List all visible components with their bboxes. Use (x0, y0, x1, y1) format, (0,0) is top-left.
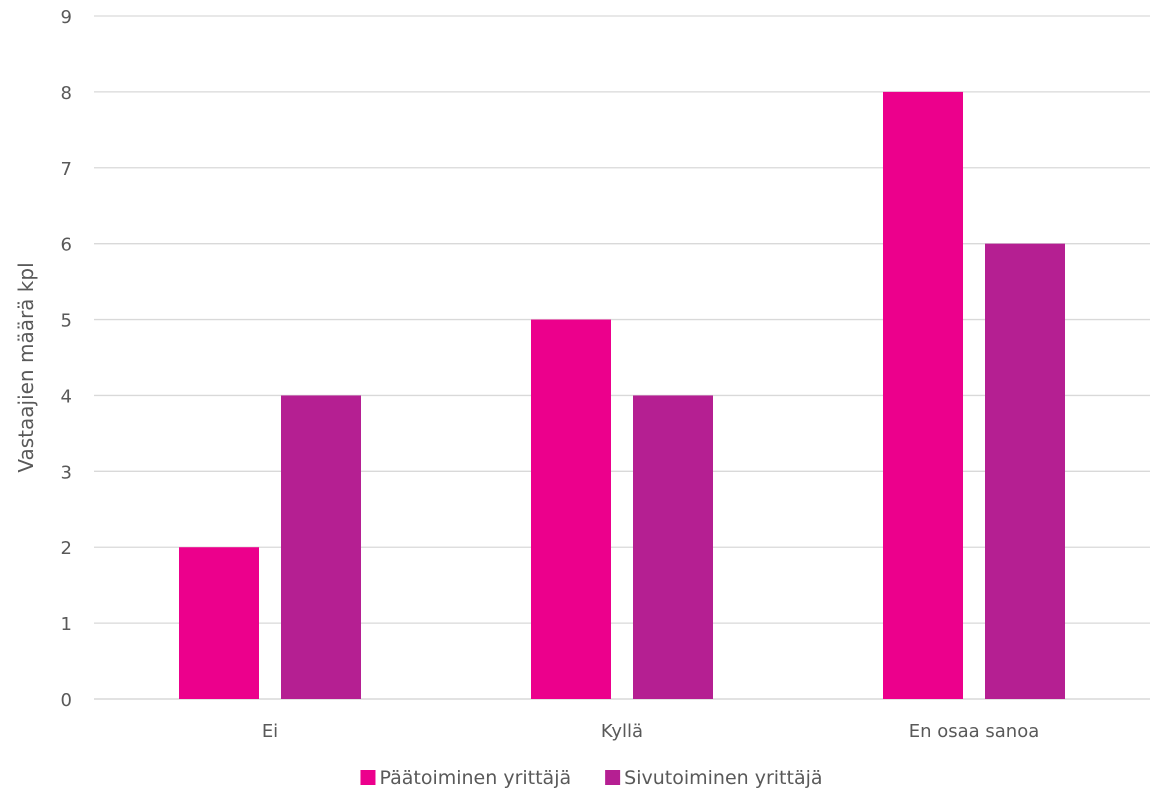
legend-swatch (360, 770, 376, 785)
y-axis-tick-labels: 0 1 2 3 4 5 6 7 8 9 (61, 7, 72, 711)
y-tick-label: 8 (61, 83, 72, 104)
x-category-label: En osaa sanoa (909, 721, 1040, 742)
bar-paatoiminen-2 (531, 319, 611, 699)
bar-paatoiminen-3 (883, 91, 963, 699)
bar-paatoiminen-1 (179, 547, 259, 699)
gridlines (94, 15, 1150, 700)
y-tick-label: 1 (61, 614, 72, 635)
y-tick-label: 5 (61, 311, 72, 332)
bar-sivutoiminen-2 (633, 395, 713, 699)
y-tick-label: 9 (61, 7, 72, 28)
legend-item: Päätoiminen yrittäjä (360, 767, 571, 789)
y-tick-label: 6 (61, 235, 72, 256)
legend: Päätoiminen yrittäjä Sivutoiminen yrittäj… (360, 767, 823, 789)
bar-sivutoiminen-1 (281, 395, 361, 699)
y-axis-title: Vastaajien määrä kpl (14, 262, 38, 472)
bars (179, 91, 1065, 699)
y-tick-label: 0 (61, 690, 72, 711)
y-tick-label: 4 (61, 386, 72, 407)
legend-label: Sivutoiminen yrittäjä (624, 767, 822, 789)
legend-item: Sivutoiminen yrittäjä (605, 767, 823, 789)
legend-swatch (605, 770, 621, 785)
x-category-label: Kyllä (601, 721, 643, 742)
y-tick-label: 2 (61, 538, 72, 559)
legend-label: Päätoiminen yrittäjä (379, 767, 571, 789)
y-tick-label: 3 (61, 462, 72, 483)
x-category-label: Ei (262, 721, 278, 742)
bar-sivutoiminen-3 (985, 243, 1065, 699)
x-axis-category-labels: Ei Kyllä En osaa sanoa (262, 721, 1039, 742)
y-tick-label: 7 (61, 159, 72, 180)
